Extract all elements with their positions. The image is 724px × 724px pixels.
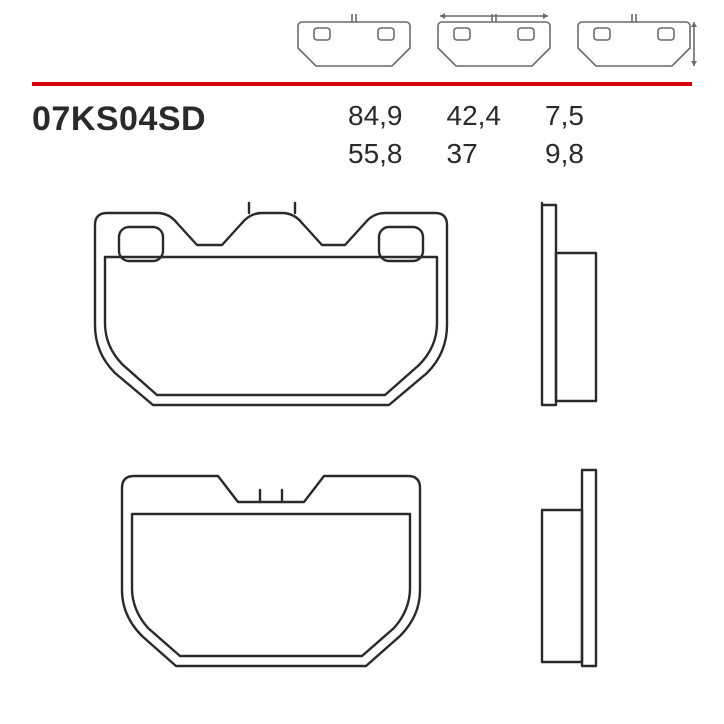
dimensions-grid: 84,9 42,4 7,5 55,8 37 9,8 <box>348 100 584 170</box>
mini-pad-icon-c <box>570 12 698 74</box>
dim-a1: 84,9 <box>348 100 403 132</box>
bottom-pad-side <box>542 470 596 666</box>
top-pad-face <box>95 203 447 405</box>
dim-c2: 9,8 <box>545 138 584 170</box>
top-pad-side <box>542 203 596 405</box>
part-number: 07KS04SD <box>32 100 206 139</box>
dim-c1: 7,5 <box>545 100 584 132</box>
accent-divider <box>32 82 692 86</box>
dim-b2: 37 <box>447 138 502 170</box>
header-dimension-icons <box>290 12 698 74</box>
dim-a2: 55,8 <box>348 138 403 170</box>
mini-pad-icon-a <box>290 12 418 74</box>
bottom-pad-face <box>122 476 420 666</box>
mini-pad-icon-b <box>430 12 558 74</box>
dim-b1: 42,4 <box>447 100 502 132</box>
technical-drawings <box>62 195 662 695</box>
